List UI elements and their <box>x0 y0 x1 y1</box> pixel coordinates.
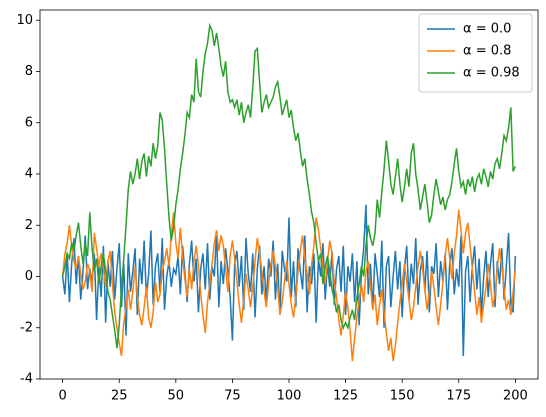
y-tick-label: 0 <box>25 269 33 284</box>
x-tick-label: 100 <box>277 389 302 404</box>
x-tick-label: 150 <box>390 389 415 404</box>
series-line <box>61 22 517 349</box>
x-tick-label: 125 <box>333 389 358 404</box>
legend-label: α = 0.8 <box>463 44 511 59</box>
y-tick-label: 4 <box>25 167 33 182</box>
y-tick-label: 8 <box>25 64 33 79</box>
legend-label: α = 0.98 <box>463 66 520 81</box>
series-line <box>61 204 517 356</box>
y-tick-label: 2 <box>25 218 33 233</box>
y-tick-label: 6 <box>25 115 33 130</box>
y-tick-label: 10 <box>16 13 33 28</box>
x-tick-label: 50 <box>168 389 185 404</box>
x-tick-label: 200 <box>503 389 528 404</box>
x-tick-label: 0 <box>58 389 66 404</box>
series-line <box>61 209 517 362</box>
x-tick-label: 175 <box>446 389 471 404</box>
legend: α = 0.0 α = 0.8 α = 0.98 <box>418 13 533 93</box>
y-tick-label: -4 <box>20 372 33 387</box>
legend-label: α = 0.0 <box>463 22 511 37</box>
axes-frame <box>39 9 539 380</box>
y-tick-label: -2 <box>20 320 33 335</box>
x-tick-label: 75 <box>224 389 241 404</box>
x-tick-label: 25 <box>111 389 128 404</box>
